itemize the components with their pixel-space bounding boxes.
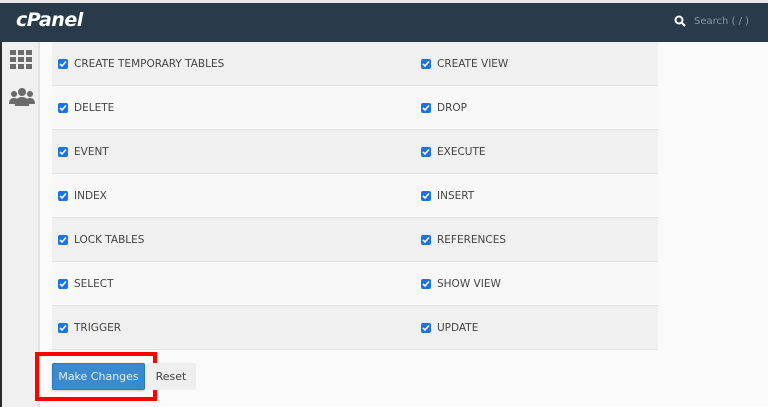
checkbox[interactable] bbox=[421, 190, 431, 201]
privilege-option[interactable]: INDEX bbox=[58, 190, 107, 202]
check-icon bbox=[59, 280, 67, 287]
privilege-option[interactable]: EVENT bbox=[58, 146, 109, 158]
search-input[interactable]: Search ( / ) bbox=[694, 15, 750, 27]
check-icon bbox=[422, 236, 430, 243]
checkbox[interactable] bbox=[58, 278, 68, 289]
users-icon[interactable] bbox=[9, 87, 35, 107]
privilege-label: CREATE VIEW bbox=[437, 57, 509, 70]
checkbox[interactable] bbox=[421, 278, 431, 289]
privilege-label: SELECT bbox=[74, 277, 114, 290]
privileges-table: CREATE TEMPORARY TABLES CREATE VIEW DELETE… bbox=[52, 42, 658, 350]
checkbox[interactable] bbox=[421, 58, 431, 69]
privilege-option[interactable]: DROP bbox=[421, 102, 467, 114]
grid-icon[interactable] bbox=[10, 50, 33, 70]
privilege-label: EXECUTE bbox=[437, 145, 486, 158]
checkbox[interactable] bbox=[58, 322, 68, 333]
table-row: CREATE TEMPORARY TABLES CREATE VIEW bbox=[52, 42, 658, 86]
privilege-option[interactable]: LOCK TABLES bbox=[58, 234, 144, 246]
make-changes-button[interactable]: Make Changes bbox=[52, 363, 145, 390]
privilege-label: INDEX bbox=[74, 189, 107, 202]
checkbox[interactable] bbox=[58, 102, 68, 113]
top-bar: cPanel Search ( / ) bbox=[0, 3, 768, 42]
check-icon bbox=[59, 60, 67, 67]
table-row: LOCK TABLES REFERENCES bbox=[52, 218, 658, 262]
privilege-option[interactable]: DELETE bbox=[58, 102, 114, 114]
check-icon bbox=[422, 324, 430, 331]
check-icon bbox=[422, 192, 430, 199]
top-strip bbox=[0, 0, 768, 3]
search-icon bbox=[674, 15, 686, 27]
privilege-option[interactable]: EXECUTE bbox=[421, 146, 486, 158]
table-row: DELETE DROP bbox=[52, 86, 658, 130]
checkbox[interactable] bbox=[58, 234, 68, 245]
check-icon bbox=[59, 192, 67, 199]
privilege-label: INSERT bbox=[437, 189, 475, 202]
privilege-label: LOCK TABLES bbox=[74, 233, 145, 246]
check-icon bbox=[422, 60, 430, 67]
cpanel-logo[interactable]: cPanel bbox=[16, 9, 83, 31]
privilege-option[interactable]: REFERENCES bbox=[421, 234, 506, 246]
checkbox[interactable] bbox=[421, 146, 431, 157]
window-edge bbox=[0, 42, 2, 407]
privilege-option[interactable]: CREATE TEMPORARY TABLES bbox=[58, 58, 224, 70]
check-icon bbox=[59, 236, 67, 243]
check-icon bbox=[422, 280, 430, 287]
checkbox[interactable] bbox=[58, 58, 68, 69]
privilege-option[interactable]: SELECT bbox=[58, 278, 114, 290]
privilege-label: TRIGGER bbox=[74, 321, 122, 334]
table-row: SELECT SHOW VIEW bbox=[52, 262, 658, 306]
checkbox[interactable] bbox=[58, 146, 68, 157]
search-box[interactable]: Search ( / ) bbox=[674, 15, 749, 27]
checkbox[interactable] bbox=[421, 322, 431, 333]
check-icon bbox=[59, 104, 67, 111]
check-icon bbox=[422, 104, 430, 111]
privilege-option[interactable]: TRIGGER bbox=[58, 322, 121, 334]
table-row: TRIGGER UPDATE bbox=[52, 306, 658, 350]
checkbox[interactable] bbox=[421, 234, 431, 245]
table-row: INDEX INSERT bbox=[52, 174, 658, 218]
privilege-label: CREATE TEMPORARY TABLES bbox=[74, 57, 225, 70]
privilege-label: UPDATE bbox=[437, 321, 479, 334]
checkbox[interactable] bbox=[58, 190, 68, 201]
check-icon bbox=[59, 324, 67, 331]
table-row: EVENT EXECUTE bbox=[52, 130, 658, 174]
privilege-option[interactable]: SHOW VIEW bbox=[421, 278, 501, 290]
check-icon bbox=[59, 148, 67, 155]
privilege-option[interactable]: UPDATE bbox=[421, 322, 478, 334]
reset-button[interactable]: Reset bbox=[146, 363, 196, 390]
privilege-label: DROP bbox=[437, 101, 467, 114]
privilege-label: REFERENCES bbox=[437, 233, 507, 246]
privilege-label: DELETE bbox=[74, 101, 115, 114]
check-icon bbox=[422, 148, 430, 155]
privilege-option[interactable]: INSERT bbox=[421, 190, 474, 202]
privilege-label: EVENT bbox=[74, 145, 109, 158]
sidebar bbox=[2, 42, 40, 407]
privilege-label: SHOW VIEW bbox=[437, 277, 501, 290]
privilege-option[interactable]: CREATE VIEW bbox=[421, 58, 508, 70]
checkbox[interactable] bbox=[421, 102, 431, 113]
